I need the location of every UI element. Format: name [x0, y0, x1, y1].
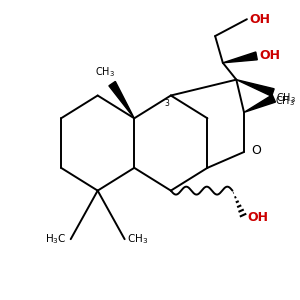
Text: O: O [251, 145, 261, 158]
Text: OH: OH [250, 13, 271, 26]
Text: 3: 3 [165, 99, 170, 108]
Polygon shape [223, 52, 257, 63]
Text: $\mathregular{CH_3}$: $\mathregular{CH_3}$ [127, 232, 148, 246]
Text: OH: OH [260, 50, 280, 62]
Polygon shape [109, 81, 134, 118]
Polygon shape [244, 95, 275, 112]
Text: $\mathregular{CH_3}$: $\mathregular{CH_3}$ [95, 65, 116, 79]
Text: $\mathregular{H_3C}$: $\mathregular{H_3C}$ [45, 232, 67, 246]
Text: $\mathregular{CH_3}$: $\mathregular{CH_3}$ [276, 92, 296, 105]
Text: $\mathregular{CH_3}$: $\mathregular{CH_3}$ [275, 94, 295, 108]
Text: OH: OH [247, 211, 268, 224]
Polygon shape [236, 80, 274, 96]
